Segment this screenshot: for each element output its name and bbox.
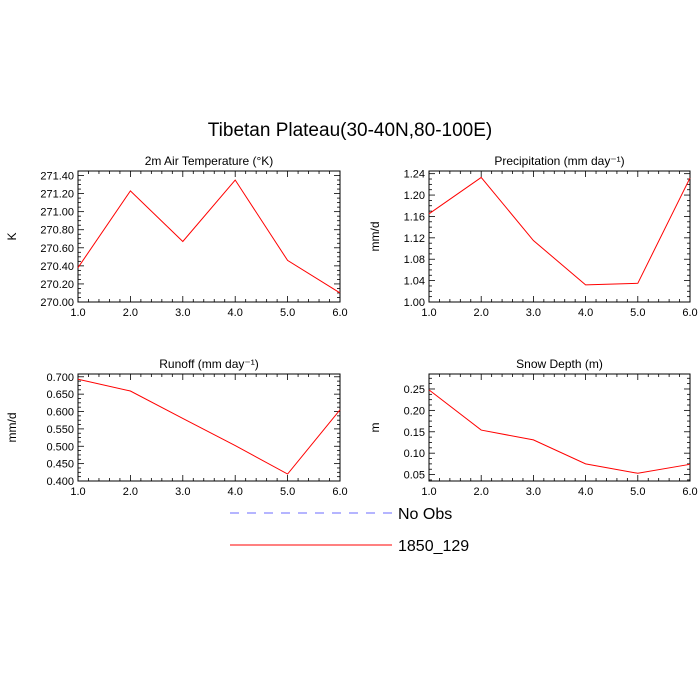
x-tick-label: 2.0 <box>123 486 138 498</box>
panel-1: 2m Air Temperature (°K) K 1.0 2.0 3.0 4.0 5.0 6… <box>5 154 348 319</box>
y-tick-label: 270.20 <box>40 279 74 291</box>
x-tick-label: 4.0 <box>578 486 593 498</box>
figure-title: Tibetan Plateau(30-40N,80-100E) <box>208 120 492 141</box>
y-tick-label: 0.500 <box>46 441 74 453</box>
y-axis-label: K <box>5 232 19 240</box>
plot-frame <box>77 170 341 303</box>
panel-2: Precipitation (mm day⁻¹) mm/d 1.0 2.0 3.0 4.0… <box>368 154 698 319</box>
panel-3: Runoff (mm day⁻¹) mm/d 1.0 2.0 3.0 4.0 5.0 6.0 0… <box>5 357 348 498</box>
x-tick-label: 5.0 <box>280 307 295 319</box>
panels: 2m Air Temperature (°K) K 1.0 2.0 3.0 4.0 5.0 6… <box>5 154 698 498</box>
y-tick-label: 0.15 <box>404 427 425 439</box>
series-line <box>428 176 691 286</box>
series-line <box>77 378 341 475</box>
plot-frame <box>77 373 341 482</box>
plot-frame <box>428 170 691 303</box>
y-tick-label: 0.05 <box>404 470 425 482</box>
panel-title: Runoff (mm day⁻¹) <box>159 357 258 371</box>
y-tick-label: 270.80 <box>40 225 74 237</box>
y-tick-label: 270.40 <box>40 261 74 273</box>
x-tick-label: 3.0 <box>175 486 190 498</box>
legend-label: 1850_129 <box>398 538 469 555</box>
y-tick-label: 271.00 <box>40 207 74 219</box>
legend-label: No Obs <box>398 506 452 523</box>
y-axis-label: m <box>368 423 382 433</box>
x-tick-label: 5.0 <box>630 307 645 319</box>
x-tick-label: 2.0 <box>474 486 489 498</box>
y-tick-label: 1.04 <box>404 276 425 288</box>
series-line <box>77 179 341 294</box>
x-tick-label: 2.0 <box>123 307 138 319</box>
y-tick-label: 1.16 <box>404 211 425 223</box>
y-axis-label: mm/d <box>5 413 19 443</box>
x-tick-label: 5.0 <box>280 486 295 498</box>
y-tick-label: 270.60 <box>40 243 74 255</box>
x-tick-label: 4.0 <box>578 307 593 319</box>
y-tick-label: 1.12 <box>404 233 425 245</box>
legend: No Obs 1850_129 <box>230 506 469 555</box>
x-tick-label: 1.0 <box>70 486 85 498</box>
y-tick-label: 0.450 <box>46 459 74 471</box>
y-tick-label: 0.25 <box>404 384 425 396</box>
series-line <box>428 389 691 474</box>
y-tick-label: 0.550 <box>46 424 74 436</box>
y-tick-label: 0.10 <box>404 448 425 460</box>
x-tick-label: 6.0 <box>682 307 697 319</box>
y-tick-label: 0.700 <box>46 372 74 384</box>
y-tick-label: 0.650 <box>46 389 74 401</box>
y-tick-label: 0.600 <box>46 407 74 419</box>
x-tick-label: 2.0 <box>474 307 489 319</box>
x-tick-label: 4.0 <box>228 486 243 498</box>
panel-title: Precipitation (mm day⁻¹) <box>494 154 624 168</box>
y-tick-label: 1.24 <box>404 169 425 181</box>
y-tick-label: 270.00 <box>40 297 74 309</box>
x-tick-label: 1.0 <box>70 307 85 319</box>
x-tick-label: 3.0 <box>175 307 190 319</box>
x-tick-label: 6.0 <box>332 486 347 498</box>
x-tick-label: 6.0 <box>682 486 697 498</box>
x-tick-label: 3.0 <box>526 486 541 498</box>
y-tick-label: 1.08 <box>404 254 425 266</box>
panel-title: 2m Air Temperature (°K) <box>145 154 274 168</box>
x-tick-label: 1.0 <box>421 307 436 319</box>
y-tick-label: 0.20 <box>404 405 425 417</box>
y-tick-label: 271.40 <box>40 171 74 183</box>
x-tick-label: 1.0 <box>421 486 436 498</box>
y-tick-label: 1.00 <box>404 297 425 309</box>
x-tick-label: 5.0 <box>630 486 645 498</box>
y-tick-label: 1.20 <box>404 190 425 202</box>
y-tick-label: 0.400 <box>46 476 74 488</box>
y-axis-label: mm/d <box>368 222 382 252</box>
x-tick-label: 3.0 <box>526 307 541 319</box>
x-tick-label: 4.0 <box>228 307 243 319</box>
x-tick-label: 6.0 <box>332 307 347 319</box>
plot-frame <box>428 373 691 482</box>
y-tick-label: 271.20 <box>40 189 74 201</box>
panel-4: Snow Depth (m) m 1.0 2.0 3.0 4.0 5.0 6.0 0.05 0.1… <box>368 357 698 498</box>
panel-title: Snow Depth (m) <box>516 357 603 371</box>
